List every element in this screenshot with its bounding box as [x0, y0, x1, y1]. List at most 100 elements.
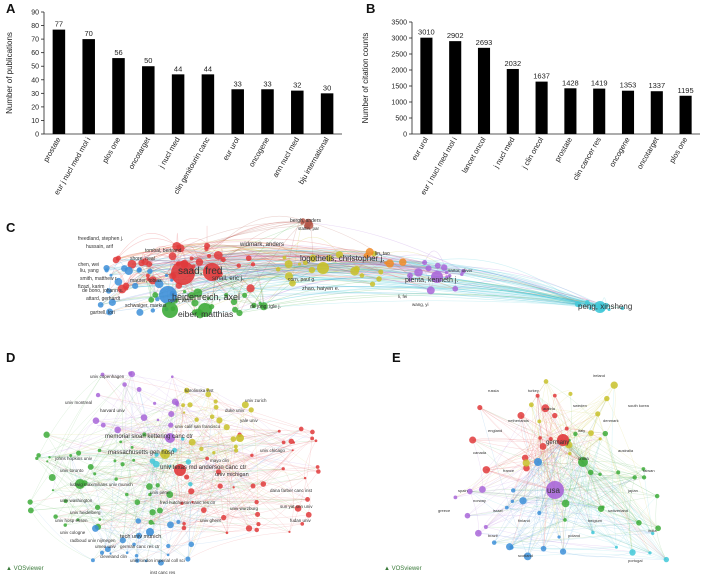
- network-edge: [509, 468, 644, 547]
- network-edge: [131, 254, 179, 265]
- network-node: [136, 308, 144, 316]
- network-edge: [170, 465, 193, 503]
- network-edge: [150, 428, 302, 523]
- network-edge: [94, 473, 139, 521]
- network-node: [180, 501, 184, 505]
- network-edge: [126, 464, 157, 553]
- network-edge: [149, 494, 162, 563]
- network-node: [384, 261, 388, 265]
- network-edge: [524, 404, 534, 458]
- network-node: [260, 481, 267, 487]
- network-edge: [172, 262, 386, 310]
- network-edge: [178, 251, 375, 286]
- network-node-major: [159, 286, 177, 304]
- network-node: [109, 552, 112, 555]
- network-edge: [509, 477, 635, 547]
- network-edge: [259, 288, 265, 307]
- network-edge: [511, 461, 584, 548]
- network-node: [233, 444, 238, 449]
- network-edge: [183, 412, 259, 525]
- network-node: [188, 488, 195, 495]
- pubs-y-tick-label: 90: [31, 10, 39, 17]
- network-node: [94, 504, 101, 510]
- network-edge: [143, 417, 171, 467]
- network-edge: [531, 404, 560, 538]
- network-edge: [485, 477, 645, 528]
- network-edge: [99, 450, 183, 504]
- network-node-label: univ copenhagen: [90, 374, 125, 379]
- network-node-label: greece: [438, 508, 451, 513]
- network-edge: [122, 384, 127, 465]
- cites-y-tick-label: 3500: [391, 20, 407, 27]
- network-edge: [207, 389, 284, 443]
- network-node: [213, 399, 218, 404]
- network-node-label: taiwan: [643, 468, 655, 473]
- network-edge: [65, 404, 184, 526]
- network-node-major: [534, 458, 542, 466]
- network-edge: [509, 461, 584, 547]
- network-edge: [55, 483, 264, 517]
- network-edge: [212, 409, 252, 421]
- network-node: [181, 525, 187, 531]
- pubs-bar: [201, 74, 215, 134]
- network-node: [182, 522, 186, 526]
- network-edge: [225, 220, 303, 296]
- network-node-label: stattin, par: [298, 226, 320, 231]
- network-node-label: chen, wei: [78, 262, 99, 268]
- network-node: [188, 438, 196, 446]
- network-edge: [103, 424, 175, 451]
- network-node: [114, 426, 121, 434]
- network-edge: [191, 251, 456, 290]
- network-edge: [482, 461, 584, 490]
- network-edge: [569, 398, 607, 454]
- network-node: [538, 436, 542, 440]
- network-edge: [308, 222, 464, 272]
- network-edge: [94, 473, 193, 503]
- network-edge: [263, 293, 578, 307]
- network-edge: [172, 376, 250, 529]
- network-node: [132, 542, 136, 547]
- network-node: [135, 558, 140, 563]
- network-edge: [206, 245, 425, 263]
- network-edge: [493, 439, 564, 543]
- network-edge: [554, 489, 659, 529]
- network-edge: [590, 472, 640, 523]
- cites-bar-value-label: 2693: [476, 38, 493, 47]
- network-edge: [562, 439, 594, 533]
- network-node: [182, 411, 186, 414]
- network-edge: [191, 246, 290, 277]
- network-node: [414, 268, 423, 277]
- network-edge: [99, 450, 290, 533]
- network-edge: [479, 407, 539, 463]
- network-edge: [176, 402, 293, 451]
- panel-label-c: C: [6, 220, 16, 235]
- network-node-label: smith, matthew r.: [80, 276, 118, 282]
- network-node: [291, 449, 294, 452]
- network-edge: [100, 266, 429, 306]
- network-edge: [582, 461, 658, 497]
- network-edge: [49, 434, 240, 458]
- network-edge: [592, 532, 667, 560]
- network-node-label: univ calif san francisco: [175, 424, 221, 429]
- network-edge: [155, 264, 447, 296]
- network-edge: [512, 437, 541, 502]
- cites-y-tick-label: 2500: [391, 52, 407, 59]
- pubs-bar: [231, 89, 244, 134]
- cites-y-tick-label: 1500: [391, 84, 407, 91]
- network-edge: [174, 438, 234, 451]
- pubs-category-label: bju international: [297, 135, 331, 186]
- network-edge: [527, 553, 667, 560]
- network-edge: [110, 527, 185, 554]
- network-edge: [564, 519, 651, 554]
- network-edge: [537, 395, 556, 491]
- network-edge: [38, 424, 171, 456]
- network-edge: [167, 466, 318, 556]
- network-node-label: gartrell, lori: [90, 310, 115, 316]
- network-edge: [564, 472, 591, 521]
- network-node: [148, 519, 154, 525]
- network-edge: [70, 455, 111, 554]
- network-edge: [101, 464, 123, 553]
- network-edge: [170, 389, 208, 426]
- network-node: [206, 388, 210, 392]
- network-node: [114, 477, 118, 481]
